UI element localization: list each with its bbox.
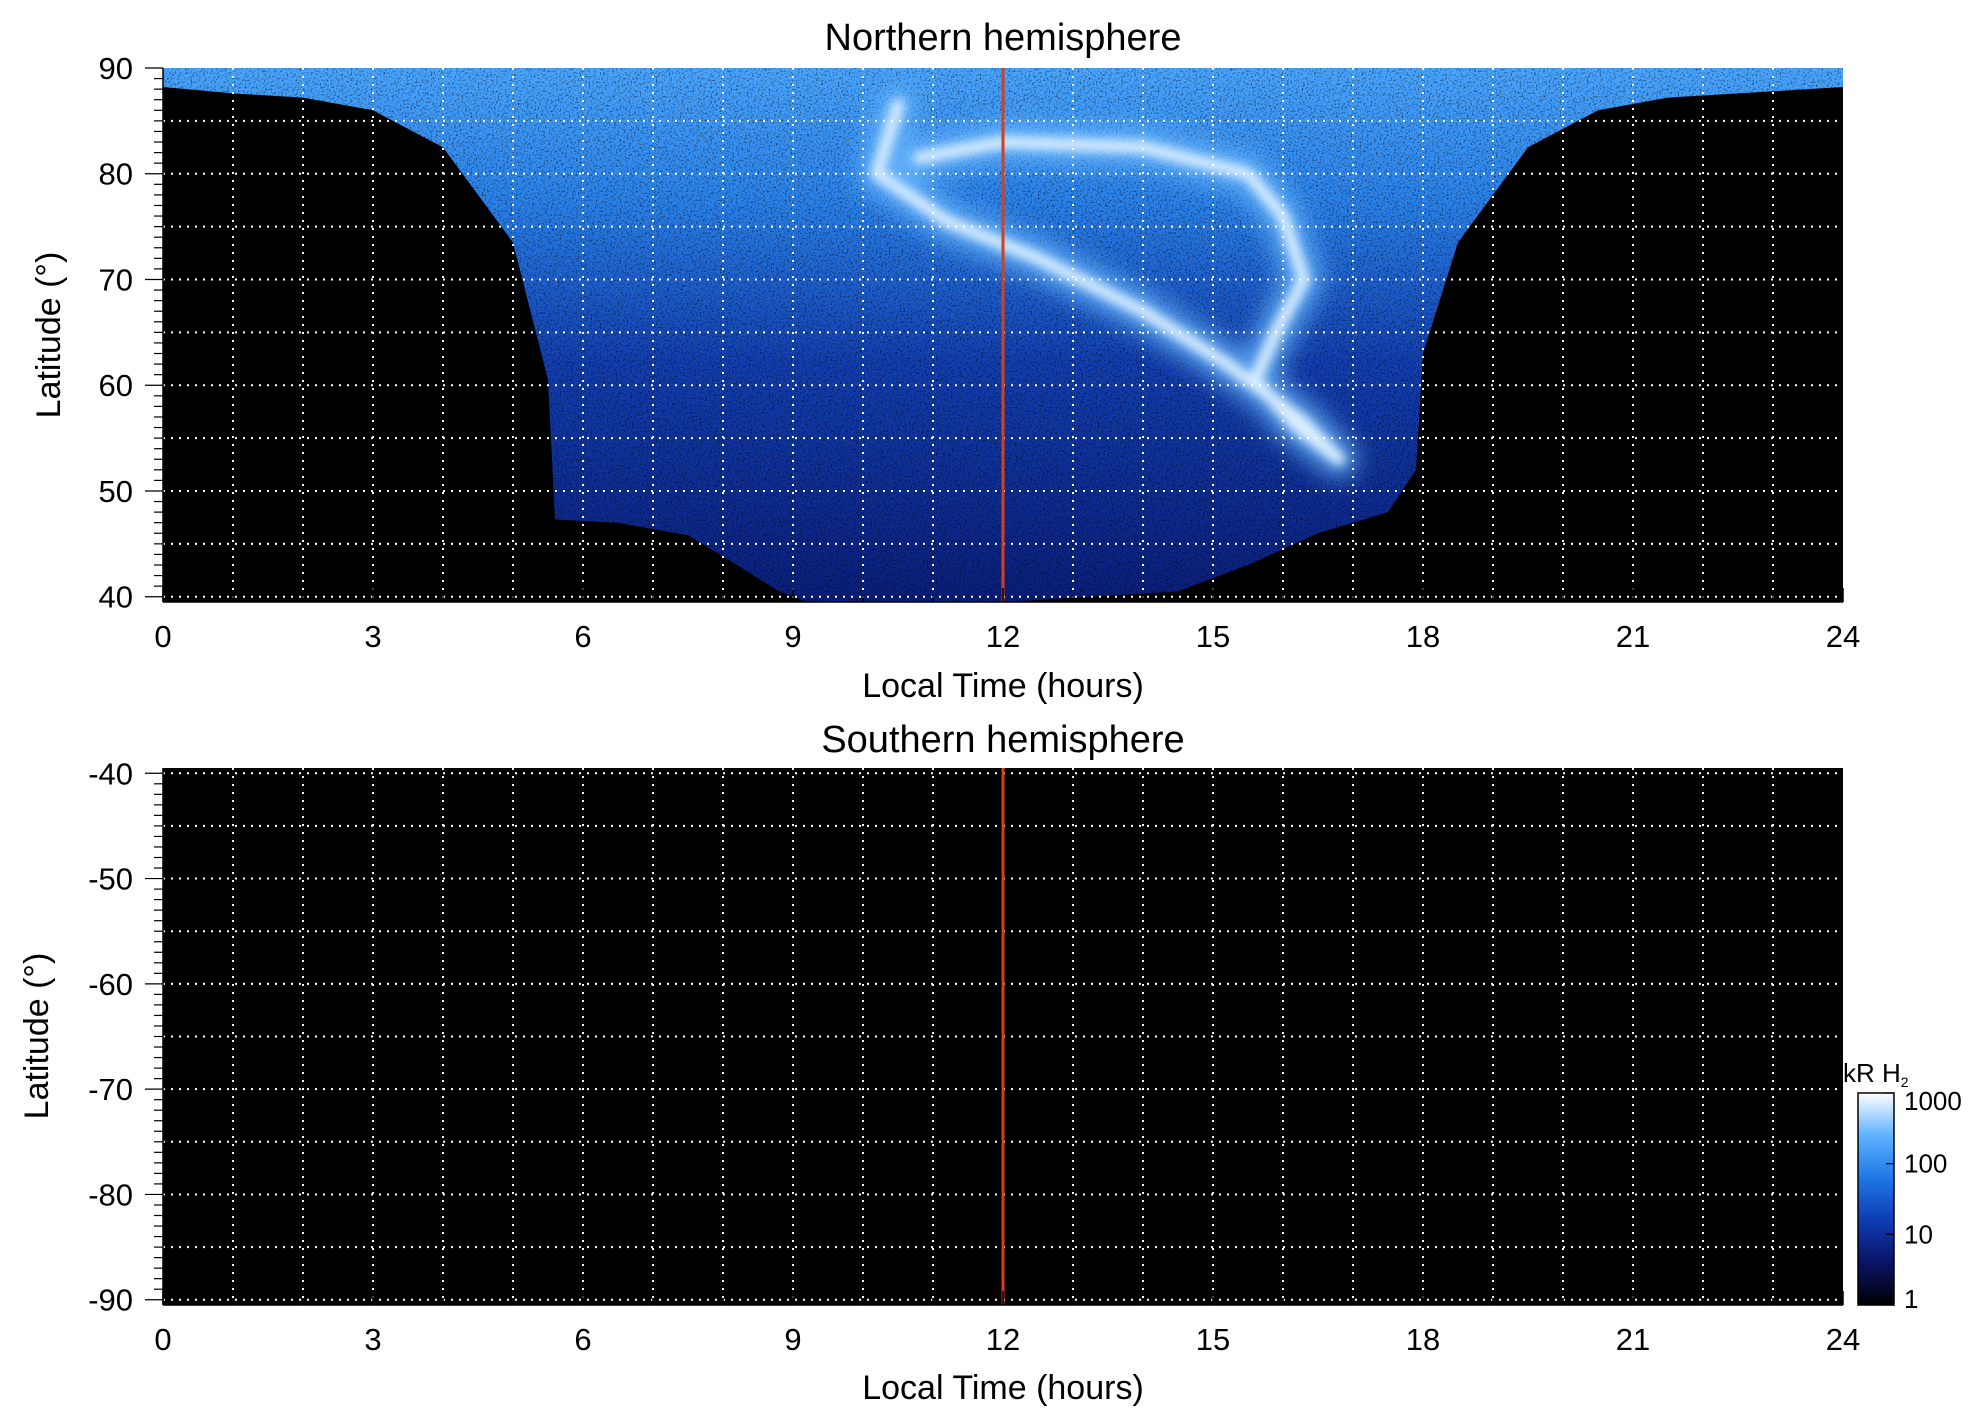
colorbar-label-sub: 2	[1901, 1074, 1909, 1090]
n-xtick-label-0: 0	[154, 619, 171, 654]
colorbar-label: kR H2	[1843, 1058, 1909, 1090]
colorbar-tick-label-2: 10	[1904, 1219, 1933, 1249]
southern-xlabel: Local Time (hours)	[862, 1369, 1144, 1407]
colorbar-label-main: kR H	[1843, 1058, 1901, 1088]
n-xtick-label-8: 24	[1826, 619, 1860, 654]
n-xtick-label-5: 15	[1196, 619, 1230, 654]
s-xtick-label-8: 24	[1826, 1322, 1860, 1357]
s-ytick-label-3: -70	[88, 1072, 133, 1107]
n-ytick-label-2: 60	[99, 368, 133, 403]
colorbar-ticks: 1000 100 10 1	[1886, 1086, 1962, 1314]
northern-title: Northern hemisphere	[825, 17, 1182, 59]
s-xtick-label-2: 6	[574, 1322, 591, 1357]
s-xtick-label-0: 0	[154, 1322, 171, 1357]
s-xtick-label-1: 3	[364, 1322, 381, 1357]
n-ytick-label-0: 40	[99, 580, 133, 615]
s-xtick-label-3: 9	[784, 1322, 801, 1357]
n-xtick-label-4: 12	[986, 619, 1020, 654]
s-ytick-label-2: -60	[88, 967, 133, 1002]
n-xtick-label-7: 21	[1616, 619, 1650, 654]
n-xtick-label-2: 6	[574, 619, 591, 654]
colorbar-tick-label-3: 1	[1904, 1284, 1918, 1314]
n-ytick-label-4: 80	[99, 157, 133, 192]
s-xtick-label-7: 21	[1616, 1322, 1650, 1357]
s-ytick-label-1: -50	[88, 862, 133, 897]
s-xtick-label-5: 15	[1196, 1322, 1230, 1357]
southern-ticks: 0 3 6 9 12 15 18 21 24 -40 -50 -60 -70 -80 -90	[88, 756, 1860, 1357]
s-ytick-label-5: -90	[88, 1283, 133, 1318]
southern-panel: Southern hemisphere 0 3 6 9 12 15 18 21 24 -40 -50…	[18, 719, 1860, 1407]
n-xtick-label-3: 9	[784, 619, 801, 654]
southern-ylabel: Latitude (°)	[18, 953, 56, 1120]
colorbar-gradient	[1857, 1092, 1895, 1306]
northern-ticks: 0 3 6 9 12 15 18 21 24 40 50 60 70 80 90	[99, 51, 1861, 654]
n-xtick-label-1: 3	[364, 619, 381, 654]
northern-panel: Northern hemisphere 0 3 6 9 12 15 18 21 24 40 50 60…	[30, 17, 1860, 705]
s-xtick-label-6: 18	[1406, 1322, 1440, 1357]
s-ytick-label-0: -40	[88, 756, 133, 791]
colorbar: kR H2 1000 100 10 1	[1843, 1058, 1962, 1314]
n-ytick-label-3: 70	[99, 262, 133, 297]
northern-xlabel: Local Time (hours)	[862, 667, 1144, 705]
s-xtick-label-4: 12	[986, 1322, 1020, 1357]
colorbar-tick-label-1: 100	[1904, 1149, 1947, 1179]
s-ytick-label-4: -80	[88, 1177, 133, 1212]
n-ytick-label-1: 50	[99, 474, 133, 509]
n-xtick-label-6: 18	[1406, 619, 1440, 654]
northern-ylabel: Latitude (°)	[30, 252, 68, 419]
colorbar-tick-label-0: 1000	[1904, 1086, 1962, 1116]
n-ytick-label-5: 90	[99, 51, 133, 86]
southern-title: Southern hemisphere	[821, 719, 1184, 761]
